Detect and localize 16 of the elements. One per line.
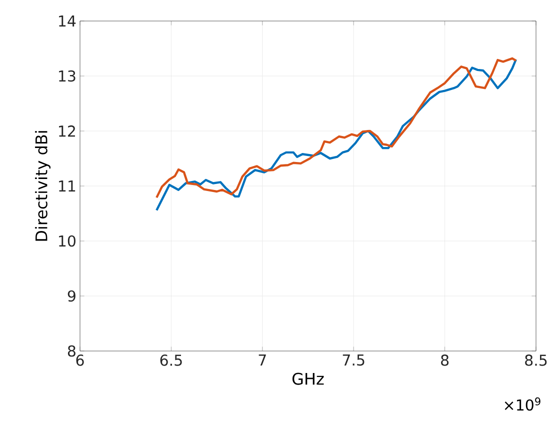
y-tick-label: 8 — [68, 345, 76, 357]
x-tick-label: 6.5 — [160, 354, 182, 366]
y-tick-label: 13 — [59, 70, 76, 82]
x-tick-label: 7.5 — [342, 354, 364, 366]
y-tick-label: 12 — [59, 125, 75, 137]
y-tick-label: 14 — [59, 16, 76, 26]
text: ×10$^{9}$ — [504, 397, 540, 411]
x-tick-label: 6 — [76, 354, 84, 366]
x-tick-label: 8 — [441, 354, 449, 366]
y-axis-title: Directivity dBi — [35, 131, 51, 241]
x-axis-title: GHz — [292, 372, 324, 385]
y-tick-label: 9 — [68, 290, 76, 302]
y-tick-label: 11 — [59, 180, 76, 192]
x-tick-label: 7 — [258, 354, 266, 366]
y-tick-label: 10 — [59, 235, 76, 247]
x-tick-label: 8.5 — [525, 354, 547, 366]
